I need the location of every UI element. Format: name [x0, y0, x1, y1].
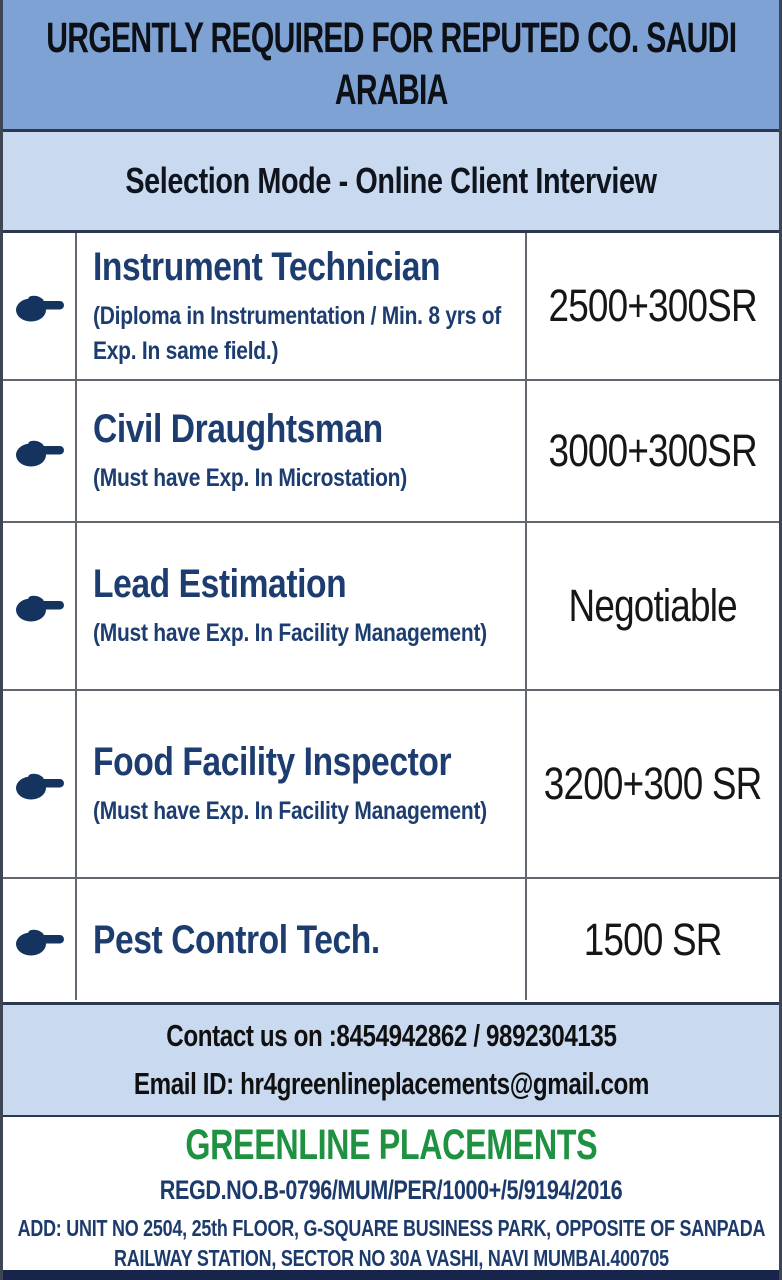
agency-name: GREENLINE PLACEMENTS	[185, 1121, 597, 1169]
job-salary: 1500 SR	[584, 913, 723, 965]
job-salary: 3200+300 SR	[544, 758, 763, 809]
job-row: Lead Estimation (Must have Exp. In Facil…	[3, 523, 779, 691]
poster-header: URGENTLY REQUIRED FOR REPUTED CO. SAUDI …	[3, 0, 779, 132]
selection-mode-text: Selection Mode - Online Client Interview	[125, 160, 657, 201]
selection-mode-band: Selection Mode - Online Client Interview	[3, 132, 779, 233]
salary-cell: 2500+300SR	[525, 233, 779, 379]
contact-band: Contact us on :8454942862 / 9892304135 E…	[3, 1005, 779, 1117]
agency-address: ADD: UNIT NO 2504, 25th FLOOR, G-SQUARE …	[17, 1215, 765, 1272]
right-pointing-index-icon	[16, 773, 64, 800]
contact-email-line: Email ID: hr4greenlineplacements@gmail.c…	[133, 1066, 649, 1101]
pointer-cell	[3, 381, 77, 521]
job-salary: 2500+300SR	[548, 280, 758, 331]
registration-number: REGD.NO.B-0796/MUM/PER/1000+/5/9194/2016	[159, 1175, 623, 1206]
header-title-line2: ARABIA	[334, 65, 449, 114]
salary-cell: 1500 SR	[525, 879, 779, 1000]
job-row: Pest Control Tech. 1500 SR	[3, 879, 779, 1000]
job-title: Food Facility Inspector	[93, 740, 452, 784]
pointer-cell	[3, 879, 77, 1000]
pointer-cell	[3, 523, 77, 689]
pointer-cell	[3, 233, 77, 379]
right-pointing-index-icon	[16, 295, 64, 322]
job-requirement: (Must have Exp. In Facility Management)	[93, 797, 487, 825]
job-salary: Negotiable	[568, 580, 738, 631]
job-title: Pest Control Tech.	[93, 917, 380, 962]
right-pointing-index-icon	[16, 595, 64, 622]
bottom-strip	[3, 1270, 779, 1280]
job-title: Civil Draughtsman	[93, 407, 383, 451]
right-pointing-index-icon	[16, 440, 64, 467]
job-cell: Food Facility Inspector (Must have Exp. …	[77, 691, 525, 877]
contact-phone-line: Contact us on :8454942862 / 9892304135	[165, 1017, 617, 1053]
job-salary: 3000+300SR	[548, 425, 758, 476]
salary-cell: 3000+300SR	[525, 381, 779, 521]
job-requirement: (Must have Exp. In Microstation)	[93, 464, 407, 492]
jobs-table: Instrument Technician (Diploma in Instru…	[3, 233, 779, 1005]
job-requirement: (Must have Exp. In Facility Management)	[93, 619, 487, 647]
pointer-cell	[3, 691, 77, 877]
job-cell: Instrument Technician (Diploma in Instru…	[77, 233, 525, 379]
right-pointing-index-icon	[16, 929, 64, 955]
salary-cell: 3200+300 SR	[525, 691, 779, 877]
job-row: Instrument Technician (Diploma in Instru…	[3, 233, 779, 381]
job-cell: Pest Control Tech.	[77, 879, 525, 1000]
job-cell: Lead Estimation (Must have Exp. In Facil…	[77, 523, 525, 689]
job-cell: Civil Draughtsman (Must have Exp. In Mic…	[77, 381, 525, 521]
header-title-line1: URGENTLY REQUIRED FOR REPUTED CO. SAUDI	[45, 13, 737, 62]
job-title: Instrument Technician	[93, 244, 441, 289]
agency-footer: GREENLINE PLACEMENTS REGD.NO.B-0796/MUM/…	[3, 1117, 779, 1271]
salary-cell: Negotiable	[525, 523, 779, 689]
job-requirement: (Diploma in Instrumentation / Min. 8 yrs…	[93, 301, 502, 365]
job-title: Lead Estimation	[93, 562, 347, 606]
job-row: Food Facility Inspector (Must have Exp. …	[3, 691, 779, 879]
job-row: Civil Draughtsman (Must have Exp. In Mic…	[3, 381, 779, 523]
